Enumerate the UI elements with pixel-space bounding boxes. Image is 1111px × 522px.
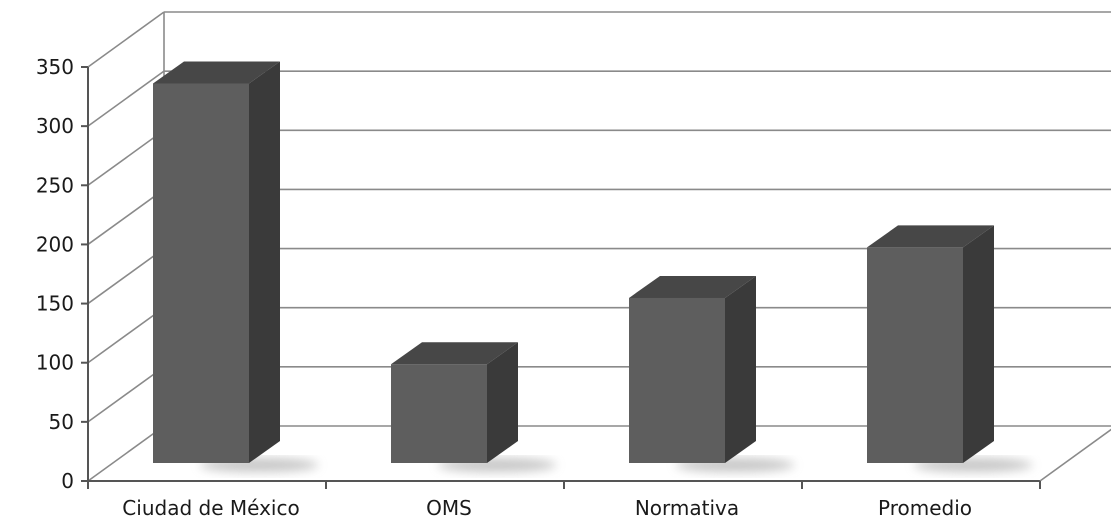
y-tick-label: 250 [36, 173, 74, 197]
gridline-side-350 [87, 11, 165, 68]
bar-top [391, 342, 518, 365]
y-tick-label: 300 [36, 114, 74, 138]
bar-side [963, 225, 994, 463]
bar-top [867, 225, 994, 248]
bar-3 [867, 225, 994, 463]
bar-front [629, 297, 725, 463]
floor-right-edge [1039, 428, 1111, 482]
bar-front [153, 83, 249, 463]
y-tick-label: 350 [36, 55, 74, 79]
y-tick-label: 150 [36, 292, 74, 316]
bars [153, 61, 994, 464]
gridline-side-0 [87, 425, 165, 482]
bar-top [629, 275, 756, 298]
bar-front [867, 247, 963, 463]
x-tick-label: OMS [426, 496, 472, 520]
x-tick-label: Normativa [635, 496, 739, 520]
y-tick-label: 200 [36, 232, 74, 256]
y-tick-label: 0 [61, 469, 74, 493]
bar-side [249, 61, 280, 464]
bar-1 [391, 342, 518, 463]
y-tick-labels: 0 50 100 150 200 250 300 350 [36, 55, 74, 493]
gridline-side-200 [87, 188, 165, 246]
gridline-side-300 [87, 70, 165, 127]
x-tick-label: Promedio [878, 496, 972, 520]
bar-side [725, 275, 756, 463]
bar-0 [153, 61, 280, 464]
gridline-side-250 [87, 129, 165, 186]
bar-2 [629, 275, 756, 463]
gridline-side-100 [87, 307, 165, 364]
gridline-side-150 [87, 247, 165, 305]
axes [81, 66, 1111, 489]
bar-top [153, 61, 280, 84]
x-tick-labels: Ciudad de México OMS Normativa Promedio [122, 496, 972, 520]
gridline-side-50 [87, 366, 165, 423]
y-tick-label: 50 [49, 410, 74, 434]
bar-side [487, 342, 518, 463]
bar-front [391, 364, 487, 463]
y-tick-label: 100 [36, 351, 74, 375]
x-tick-label: Ciudad de México [122, 496, 299, 520]
